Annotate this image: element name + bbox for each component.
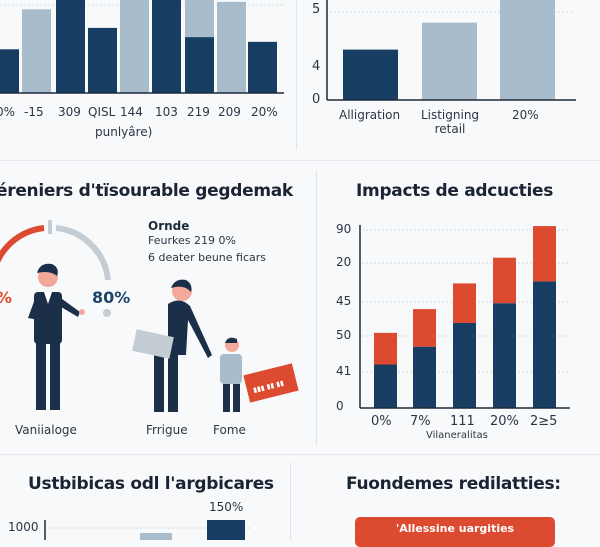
bar bbox=[22, 9, 51, 93]
figure-label: Vaniialoge bbox=[15, 423, 77, 437]
x-tick-label: 2≥5 bbox=[530, 414, 558, 429]
bar-segment bbox=[533, 281, 556, 408]
top-left-chart-svg bbox=[0, 0, 285, 94]
gauge-icon bbox=[0, 220, 111, 317]
bar bbox=[217, 1, 246, 93]
x-axis-title: Vilaneralitas bbox=[426, 430, 488, 441]
x-axis-title: punlyâre) bbox=[95, 125, 153, 139]
bar-segment bbox=[453, 283, 476, 323]
note-line: Feurkes 219 0% bbox=[148, 234, 236, 247]
bar bbox=[56, 0, 85, 93]
bar bbox=[500, 0, 555, 101]
bottom-left-chart-svg bbox=[44, 520, 250, 540]
bar bbox=[88, 27, 117, 93]
y-tick-label: 1000 bbox=[8, 520, 39, 534]
bar-segment bbox=[413, 309, 436, 347]
x-tick-label: 111 bbox=[450, 414, 475, 429]
x-tick-label: 0% bbox=[0, 105, 16, 119]
action-button-label: 'Allessine uargities bbox=[395, 522, 515, 535]
gauge-and-figures: ▮▮▮ ▮▮ ▮▮ bbox=[0, 220, 299, 412]
x-tick-label: 144 bbox=[120, 105, 143, 119]
gauge-value-label: 80% bbox=[92, 288, 131, 307]
figure-label: Fome bbox=[213, 423, 246, 437]
bar bbox=[120, 0, 149, 93]
figure-label: Frrigue bbox=[146, 423, 188, 437]
bar bbox=[422, 22, 477, 101]
x-tick-label: Alligration bbox=[339, 108, 401, 122]
gauge-left-label: % bbox=[0, 288, 12, 307]
bar-segment bbox=[533, 226, 556, 282]
bar bbox=[0, 49, 19, 93]
y-tick-label: 50 bbox=[336, 328, 352, 342]
bar bbox=[248, 41, 277, 93]
x-tick-label: -15 bbox=[24, 105, 44, 119]
divider bbox=[296, 0, 297, 150]
child-icon bbox=[220, 337, 242, 412]
x-tick-label: 209 bbox=[218, 105, 241, 119]
x-tick-label: 20% bbox=[512, 108, 539, 122]
bar bbox=[343, 49, 398, 100]
note-heading: Ornde bbox=[148, 219, 190, 233]
y-tick-label: 20 bbox=[336, 255, 352, 269]
y-tick-label: 4 bbox=[312, 59, 321, 74]
impacts-chart-svg bbox=[359, 225, 570, 409]
section-title: éreniers d'tïsourable gegdemak bbox=[0, 181, 293, 201]
x-tick-label: 0% bbox=[371, 414, 392, 429]
y-tick-label: 5 bbox=[312, 2, 321, 17]
parent-icon bbox=[132, 279, 212, 412]
divider bbox=[0, 454, 600, 455]
divider bbox=[0, 160, 600, 161]
businessman-icon bbox=[28, 263, 85, 410]
x-tick-label: 20% bbox=[251, 105, 278, 119]
x-tick-label: Listigning retail bbox=[420, 108, 480, 136]
x-tick-label: 7% bbox=[410, 414, 431, 429]
y-tick-label: 90 bbox=[336, 222, 352, 236]
divider bbox=[290, 462, 291, 540]
x-tick-label: QISL bbox=[88, 105, 116, 119]
note-line: 6 deater beune ficars bbox=[148, 251, 267, 264]
top-right-chart-svg bbox=[326, 0, 576, 101]
action-button[interactable]: 'Allessine uargities bbox=[355, 517, 555, 547]
x-tick-label: 309 bbox=[58, 105, 81, 119]
section-title: Ustbibicas odl l'argbicares bbox=[28, 474, 274, 494]
bar bbox=[185, 37, 214, 93]
x-tick-label: 103 bbox=[155, 105, 178, 119]
bar bbox=[207, 520, 245, 540]
section-title: Fuondemes redilatties: bbox=[346, 474, 561, 494]
y-tick-label: 41 bbox=[336, 364, 352, 378]
bar bbox=[140, 533, 172, 540]
y-tick-label: 0 bbox=[336, 399, 344, 413]
chart-title: Impacts de adcucties bbox=[356, 181, 554, 201]
bar bbox=[152, 0, 181, 93]
sign-icon: ▮▮▮ ▮▮ ▮▮ bbox=[243, 363, 299, 403]
x-tick-label: 20% bbox=[490, 414, 519, 429]
divider bbox=[316, 170, 317, 445]
x-tick-label: 219 bbox=[187, 105, 210, 119]
bar-segment bbox=[413, 346, 436, 408]
bar-segment bbox=[493, 303, 516, 408]
data-label: 150% bbox=[209, 500, 244, 514]
bar-segment bbox=[374, 332, 397, 365]
bar-segment bbox=[493, 257, 516, 304]
bar-segment bbox=[374, 364, 397, 408]
y-tick-label: 0 bbox=[312, 92, 321, 107]
y-tick-label: 45 bbox=[336, 294, 352, 308]
bar-segment bbox=[453, 322, 476, 408]
